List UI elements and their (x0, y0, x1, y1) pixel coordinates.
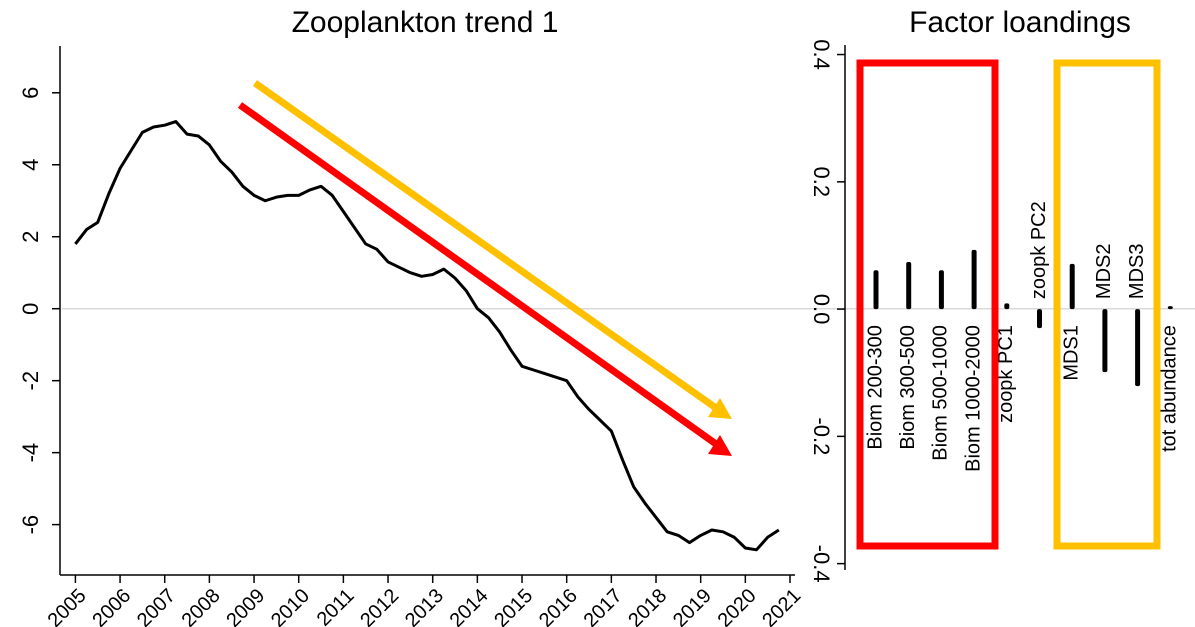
arrow-head (708, 435, 732, 456)
y-tick-label: -4 (18, 443, 43, 463)
x-tick-label: 2021 (758, 585, 805, 627)
x-tick-label: 2007 (133, 585, 180, 627)
y-tick-label: -0.4 (809, 545, 834, 583)
y-tick-label: 0.0 (809, 294, 834, 325)
bar (873, 270, 879, 310)
y-tick-label: 2 (18, 231, 43, 243)
category-label: zoopk PC1 (995, 325, 1017, 423)
bar (1167, 306, 1173, 310)
x-tick-label: 2011 (313, 585, 359, 627)
highlight-box (856, 59, 999, 550)
bar (1004, 303, 1010, 310)
y-tick-label: 0 (18, 303, 43, 315)
bar (1037, 309, 1042, 329)
x-tick-label: 2005 (44, 585, 91, 627)
y-tick-label: -6 (18, 515, 43, 535)
x-tick-label: 2008 (178, 585, 225, 627)
x-tick-label: 2017 (580, 585, 627, 627)
x-tick-label: 2010 (267, 585, 314, 627)
highlight-box (1053, 59, 1161, 550)
category-label: MDS2 (1093, 244, 1115, 300)
x-tick-label: 2018 (624, 585, 671, 627)
trend-line (74, 120, 780, 552)
y-tick-label: 4 (18, 159, 43, 171)
category-label: Biom 1000-2000 (962, 325, 984, 472)
chart-title: Factor loandings (909, 6, 1131, 39)
category-label: MDS1 (1060, 325, 1082, 381)
y-tick-label: 6 (18, 87, 43, 99)
category-label: Biom 500-1000 (930, 325, 952, 461)
arrow-line (252, 80, 719, 411)
x-tick-label: 2020 (714, 585, 761, 627)
x-tick-label: 2015 (490, 585, 537, 627)
category-label: Biom 200-300 (864, 325, 886, 450)
bar (971, 249, 977, 310)
arrow-head (708, 398, 732, 419)
y-tick-label: -0.2 (809, 417, 834, 455)
x-tick-label: 2016 (535, 585, 582, 627)
category-label: MDS3 (1126, 244, 1148, 300)
bar (938, 270, 944, 310)
bar (1069, 263, 1075, 310)
y-tick-label: 0.4 (809, 39, 834, 70)
x-tick-label: 2012 (356, 585, 403, 627)
x-tick-label: 2006 (88, 585, 135, 627)
category-label: tot abundance (1159, 325, 1181, 452)
y-tick-label: -2 (18, 371, 43, 391)
bar (1102, 309, 1108, 373)
annotation-arrows (237, 80, 732, 456)
x-tick-label: 2014 (446, 585, 493, 627)
category-label: zoopk PC2 (1028, 201, 1050, 299)
arrow-line (237, 102, 719, 447)
x-tick-label: 2019 (669, 585, 716, 627)
bar (906, 262, 912, 310)
y-tick-label: 0.2 (809, 167, 834, 198)
x-tick-label: 2013 (401, 585, 448, 627)
chart-title: Zooplankton trend 1 (292, 6, 559, 39)
category-label: Biom 300-500 (897, 325, 919, 450)
x-tick-label: 2009 (222, 585, 269, 627)
bar (1135, 309, 1141, 387)
